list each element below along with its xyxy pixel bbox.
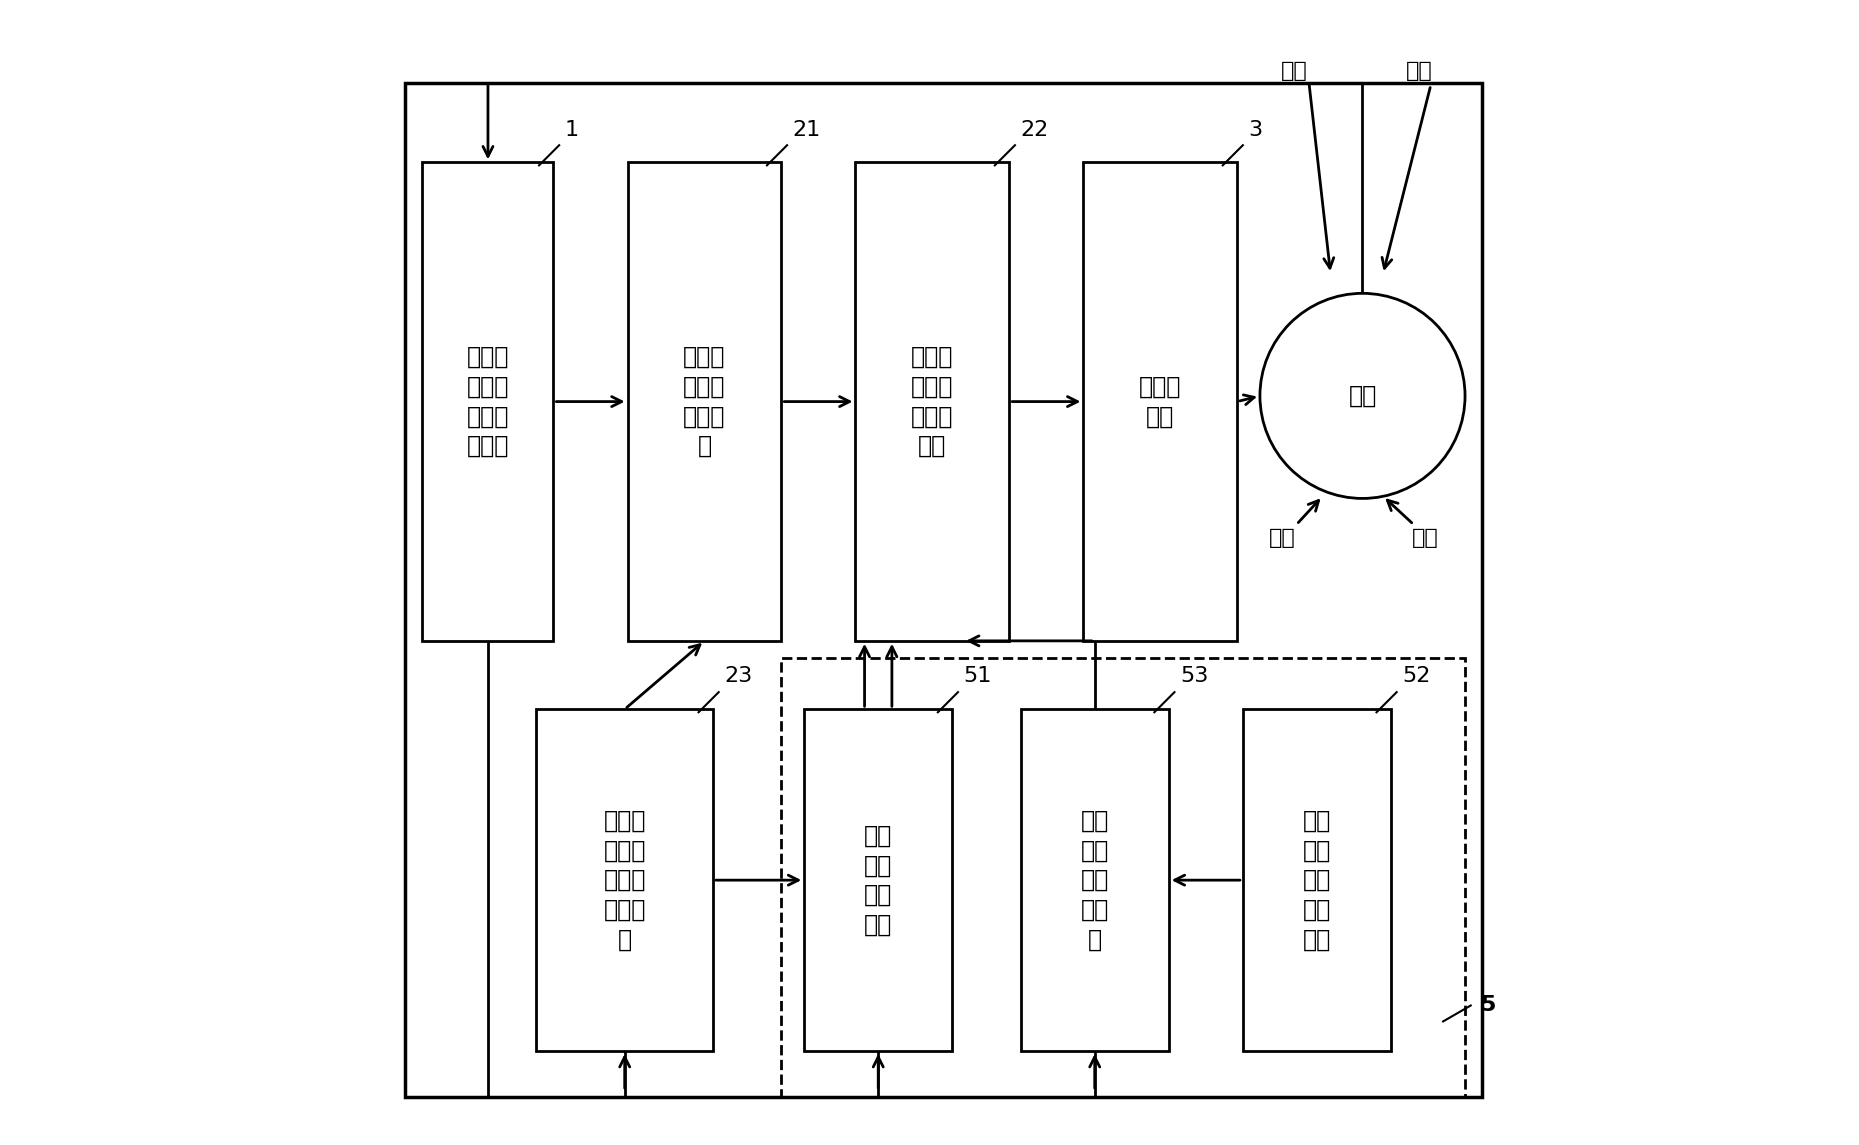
Text: 轮轴: 轮轴 — [1348, 384, 1378, 408]
Text: 52: 52 — [1402, 666, 1431, 687]
Text: 数字
超低
速保
护电
路: 数字 超低 速保 护电 路 — [1080, 808, 1108, 951]
Bar — [628, 163, 781, 641]
Bar — [422, 163, 554, 641]
Text: 53: 53 — [1180, 666, 1208, 687]
Text: 数字动
态力矩
及速度
传感器: 数字动 态力矩 及速度 传感器 — [467, 345, 509, 458]
Text: 23: 23 — [725, 666, 753, 687]
Text: 3: 3 — [1249, 119, 1262, 140]
Bar — [1244, 709, 1391, 1051]
Text: 参考运
行速度
数字信
号发生
器: 参考运 行速度 数字信 号发生 器 — [604, 808, 645, 951]
Bar — [1084, 163, 1236, 641]
Bar — [1021, 709, 1169, 1051]
Text: 21: 21 — [792, 119, 822, 140]
Text: 数字
超速
抑制
电路: 数字 超速 抑制 电路 — [864, 823, 892, 937]
Text: 1: 1 — [565, 119, 578, 140]
Text: 外力: 外力 — [1270, 528, 1296, 548]
Text: 数字逻
辑接口
及功放
电路: 数字逻 辑接口 及功放 电路 — [911, 345, 954, 458]
Text: 5: 5 — [1480, 995, 1495, 1016]
Text: 直流电
动机: 直流电 动机 — [1140, 374, 1182, 428]
Circle shape — [1260, 293, 1465, 498]
Bar — [781, 658, 1465, 1097]
Text: 外力: 外力 — [1405, 61, 1433, 81]
Text: 数字动
态力矩
处理电
路: 数字动 态力矩 处理电 路 — [684, 345, 725, 458]
Text: 外力: 外力 — [1411, 528, 1439, 548]
Text: 数字
超低
速信
号发
生器: 数字 超低 速信 号发 生器 — [1303, 808, 1331, 951]
Text: 51: 51 — [963, 666, 993, 687]
Text: 外力: 外力 — [1281, 61, 1307, 81]
Bar — [405, 82, 1482, 1097]
Bar — [855, 163, 1009, 641]
Bar — [805, 709, 952, 1051]
Text: 22: 22 — [1021, 119, 1048, 140]
Bar — [537, 709, 714, 1051]
